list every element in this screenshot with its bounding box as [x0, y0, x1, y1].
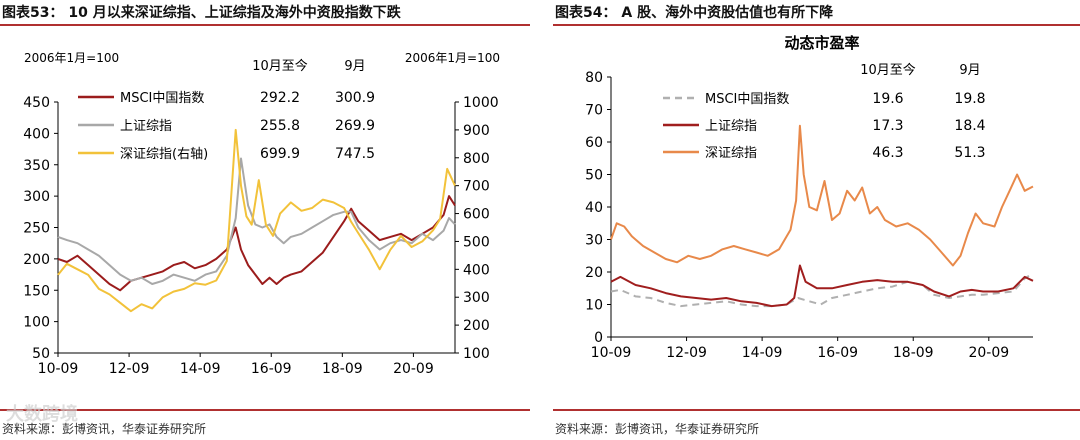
chart-svg-right: 动态市盈率 0 10 20 30 40 50 60 70 80 10-09 12-09 14-09 16-… — [585, 34, 1034, 361]
series-line-1 — [610, 264, 1034, 308]
y-tick-label: 450 — [23, 95, 50, 111]
y-right-tick-label: 1000 — [463, 95, 499, 111]
y-right-tick-label: 800 — [463, 151, 490, 167]
source-note: 资料来源：彭博资讯，华泰证券研究所 — [2, 422, 207, 436]
legend-column-header: 10月至今 — [252, 58, 308, 74]
x-tick-label: 18-09 — [322, 361, 363, 377]
y-tick-label: 20 — [585, 265, 603, 281]
legend-stat-value: 51.3 — [954, 145, 985, 161]
legend-stat-value: 46.3 — [872, 145, 903, 161]
legend-stat-value: 19.8 — [954, 91, 985, 107]
legend-stat-value: 19.6 — [872, 91, 903, 107]
y-tick-label: 200 — [23, 252, 50, 268]
legend-column-header: 9月 — [344, 59, 365, 74]
y-tick-label: 30 — [585, 233, 603, 249]
top-rule — [0, 24, 530, 26]
y-tick-label: 60 — [585, 135, 603, 151]
bottom-rule — [0, 409, 530, 411]
legend-label: 深证综指(右轴) — [120, 147, 208, 162]
legend-stat-value: 292.2 — [260, 90, 300, 106]
y-tick-label: 100 — [23, 315, 50, 331]
legend-stat-value: 18.4 — [954, 118, 985, 134]
x-tick-label: 12-09 — [666, 345, 707, 361]
y-tick-label: 70 — [585, 103, 603, 119]
y-right-tick-label: 300 — [463, 290, 490, 306]
figure-title: 图表53： 10 月以来深证综指、上证综指及海外中资股指数下跌 — [2, 5, 401, 21]
y-right-tick-label: 600 — [463, 207, 490, 223]
series-line-2 — [57, 128, 456, 313]
legend-label: MSCI中国指数 — [120, 91, 204, 106]
y-tick-label: 350 — [23, 158, 50, 174]
source-note: 资料来源：彭博资讯，华泰证券研究所 — [555, 422, 760, 436]
x-tick-label: 20-09 — [968, 345, 1009, 361]
x-tick-label: 14-09 — [180, 361, 221, 377]
chart-panel-54: 图表54： A 股、海外中资股估值也有所下降 动态市盈率 0 10 20 30 40 50 6… — [553, 0, 1080, 440]
series-line-1 — [57, 157, 456, 285]
y-tick-label: 150 — [23, 283, 50, 299]
y-tick-label: 80 — [585, 70, 603, 86]
chart-svg-left: 2006年1月=100 2006年1月=100 50 100 150 200 250 300 3… — [23, 51, 500, 377]
legend-label: 上证综指 — [705, 119, 757, 134]
legend-stat-value: 747.5 — [335, 146, 375, 162]
x-tick-label: 16-09 — [817, 345, 858, 361]
legend-stat-value: 269.9 — [335, 118, 375, 134]
x-tick-label: 14-09 — [742, 345, 783, 361]
top-rule — [553, 24, 1080, 26]
figure-title: 图表54： A 股、海外中资股估值也有所下降 — [555, 5, 834, 21]
y-tick-label: 50 — [32, 346, 50, 362]
y-tick-label: 40 — [585, 200, 603, 216]
y-right-tick-label: 200 — [463, 318, 490, 334]
x-tick-label: 20-09 — [393, 361, 434, 377]
legend-stat-value: 17.3 — [872, 118, 903, 134]
legend-label: MSCI中国指数 — [705, 92, 789, 107]
legend-column-header: 9月 — [959, 63, 980, 78]
legend-label: 深证综指 — [705, 146, 757, 161]
x-tick-label: 12-09 — [109, 361, 150, 377]
legend-stat-value: 699.9 — [260, 146, 300, 162]
x-tick-label: 10-09 — [38, 361, 79, 377]
x-tick-label: 18-09 — [893, 345, 934, 361]
series-line-2 — [610, 124, 1034, 267]
legend-column-header: 10月至今 — [860, 62, 916, 78]
legend-stat-value: 300.9 — [335, 90, 375, 106]
left-axis-label: 2006年1月=100 — [24, 51, 119, 65]
chart-panel-53: 图表53： 10 月以来深证综指、上证综指及海外中资股指数下跌 2006年1月=… — [0, 0, 530, 440]
y-right-tick-label: 100 — [463, 346, 490, 362]
y-tick-label: 400 — [23, 126, 50, 142]
legend-label: 上证综指 — [120, 119, 172, 134]
right-axis-label: 2006年1月=100 — [405, 51, 500, 65]
x-tick-label: 10-09 — [591, 345, 632, 361]
x-tick-label: 16-09 — [251, 361, 292, 377]
y-right-tick-label: 900 — [463, 123, 490, 139]
y-tick-label: 50 — [585, 168, 603, 184]
y-tick-label: 300 — [23, 189, 50, 205]
legend-stat-value: 255.8 — [260, 118, 300, 134]
y-tick-label: 10 — [585, 298, 603, 314]
y-right-tick-label: 700 — [463, 179, 490, 195]
y-tick-label: 0 — [594, 330, 603, 346]
chart-title: 动态市盈率 — [784, 34, 859, 52]
y-right-tick-label: 400 — [463, 262, 490, 278]
y-right-tick-label: 500 — [463, 234, 490, 250]
watermark: 大数跨境 — [6, 404, 78, 425]
series-line-0 — [610, 272, 1034, 308]
y-tick-label: 250 — [23, 221, 50, 237]
bottom-rule — [553, 409, 1080, 411]
